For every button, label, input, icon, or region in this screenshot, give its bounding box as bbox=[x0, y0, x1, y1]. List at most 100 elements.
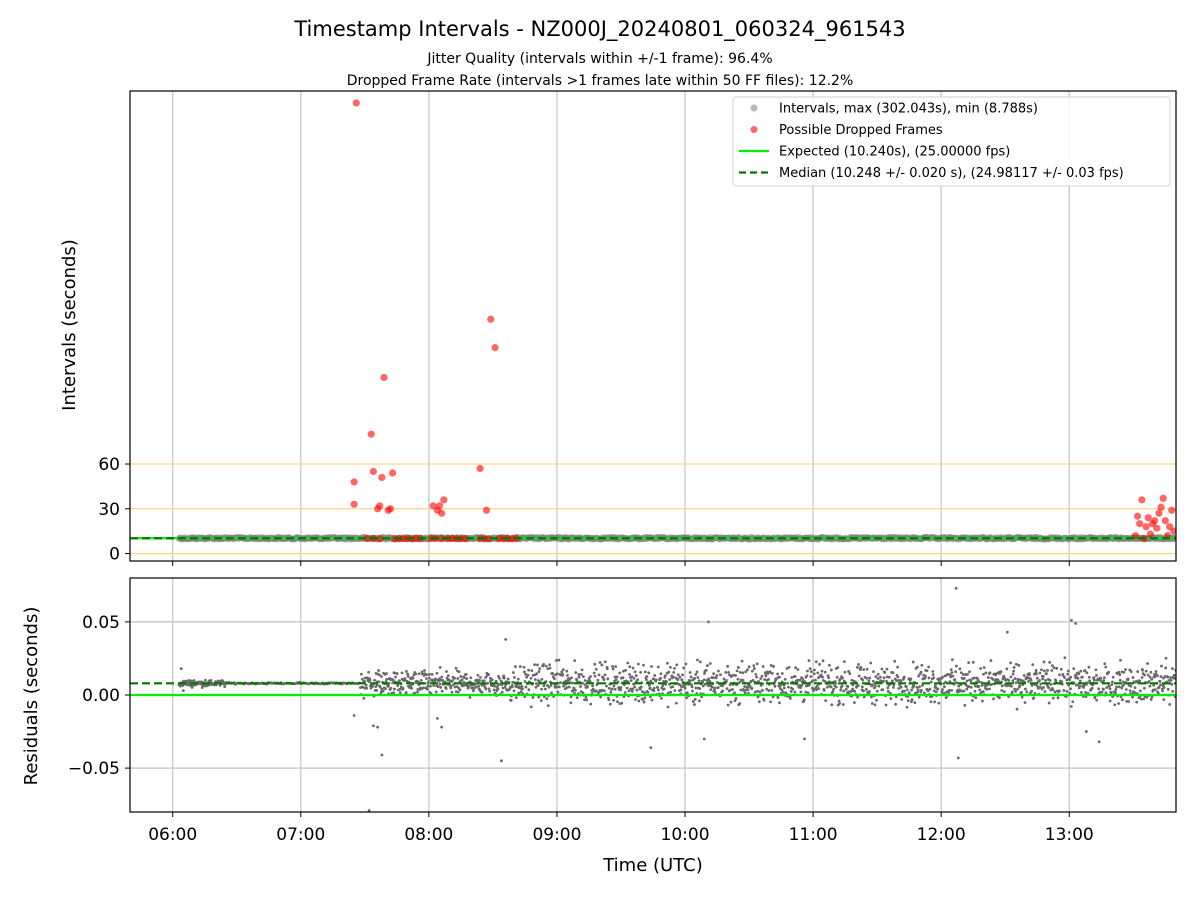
residual-point bbox=[862, 689, 865, 693]
residual-point bbox=[450, 690, 454, 694]
residual-point bbox=[886, 689, 890, 693]
residual-point bbox=[656, 685, 659, 689]
residual-point bbox=[511, 680, 515, 684]
residual-point bbox=[921, 683, 924, 687]
residual-point bbox=[1149, 670, 1153, 674]
residual-point bbox=[1031, 663, 1035, 667]
residual-point bbox=[711, 676, 715, 680]
residual-point bbox=[719, 673, 722, 677]
residual-point bbox=[637, 699, 641, 703]
residual-point bbox=[506, 677, 510, 681]
residual-point bbox=[861, 678, 865, 682]
residual-point bbox=[767, 689, 771, 692]
residual-point bbox=[650, 665, 653, 668]
residual-point bbox=[903, 689, 906, 693]
residual-point bbox=[673, 666, 676, 670]
residual-point bbox=[880, 667, 884, 671]
residual-point bbox=[502, 676, 506, 680]
residual-point bbox=[716, 686, 720, 689]
residual-point bbox=[838, 677, 842, 681]
dropped-frame-point bbox=[476, 464, 484, 473]
residual-point bbox=[1038, 685, 1042, 689]
residual-point bbox=[1157, 685, 1161, 689]
bottom-y-axis-label: Residuals (seconds) bbox=[21, 607, 42, 786]
residual-point bbox=[1063, 656, 1067, 660]
residual-point bbox=[607, 686, 611, 690]
residual-point bbox=[1145, 695, 1149, 699]
residual-point bbox=[813, 668, 816, 672]
residual-point bbox=[625, 686, 629, 690]
residual-point bbox=[693, 697, 697, 701]
residual-point bbox=[860, 685, 864, 689]
residual-point bbox=[846, 685, 850, 688]
residual-point bbox=[1050, 669, 1054, 672]
dropped-frame-point bbox=[461, 535, 469, 543]
residual-point bbox=[809, 670, 813, 674]
residual-point bbox=[778, 701, 781, 705]
residual-point bbox=[1059, 667, 1063, 671]
residual-point bbox=[438, 665, 442, 669]
residual-point bbox=[905, 705, 909, 709]
residual-point bbox=[1047, 701, 1051, 705]
residual-point bbox=[556, 690, 560, 694]
residual-point bbox=[849, 690, 853, 693]
residual-point bbox=[1159, 675, 1163, 678]
residual-point bbox=[642, 700, 646, 704]
residual-point bbox=[927, 665, 930, 669]
residual-point bbox=[1057, 689, 1061, 693]
residual-point bbox=[661, 684, 665, 688]
residual-point bbox=[856, 695, 860, 699]
x-tick-label: 06:00 bbox=[148, 825, 197, 845]
residual-point bbox=[1148, 675, 1152, 679]
residual-point bbox=[1029, 678, 1033, 682]
residual-point bbox=[543, 687, 547, 691]
residual-point bbox=[839, 688, 843, 692]
residual-point bbox=[444, 687, 448, 691]
residual-point bbox=[733, 691, 736, 695]
residual-point bbox=[536, 684, 540, 687]
residual-point bbox=[1115, 685, 1118, 689]
residual-point bbox=[642, 663, 645, 667]
residual-point bbox=[1166, 675, 1170, 679]
residual-point bbox=[848, 672, 852, 676]
residual-point bbox=[628, 665, 632, 669]
residual-point bbox=[932, 676, 936, 680]
residual-point bbox=[977, 680, 981, 684]
residual-outlier-point bbox=[440, 725, 444, 729]
residual-point bbox=[498, 676, 501, 680]
residual-point bbox=[594, 689, 598, 693]
residual-point bbox=[652, 686, 656, 690]
residual-point bbox=[1032, 696, 1036, 700]
dropped-frame-point bbox=[386, 505, 395, 513]
residual-point bbox=[780, 672, 784, 675]
residual-point bbox=[1159, 683, 1162, 687]
residual-point bbox=[929, 680, 933, 684]
residual-point bbox=[546, 704, 550, 708]
residual-point bbox=[1080, 690, 1083, 694]
residual-point bbox=[887, 675, 891, 679]
residual-outlier-point bbox=[956, 756, 960, 760]
residual-outlier-point bbox=[1084, 730, 1088, 733]
residual-point bbox=[1095, 698, 1099, 702]
residual-point bbox=[1016, 679, 1020, 683]
residual-point bbox=[1012, 666, 1016, 669]
residual-point bbox=[438, 677, 442, 681]
residual-point bbox=[531, 673, 535, 677]
residual-point bbox=[1143, 673, 1146, 677]
residual-point bbox=[772, 665, 775, 668]
residual-point bbox=[572, 686, 576, 690]
residual-point bbox=[1022, 674, 1026, 677]
residual-point bbox=[847, 670, 850, 673]
residual-point bbox=[649, 679, 653, 683]
residual-point bbox=[468, 696, 472, 699]
residual-point bbox=[731, 688, 734, 691]
residual-point bbox=[958, 667, 962, 671]
residual-point bbox=[934, 684, 937, 688]
residual-point bbox=[580, 668, 584, 672]
residual-point bbox=[555, 685, 559, 689]
residual-point bbox=[984, 671, 988, 675]
residual-point bbox=[771, 695, 775, 699]
residual-point bbox=[1018, 684, 1022, 688]
residual-point bbox=[1038, 671, 1042, 675]
residual-point bbox=[1035, 672, 1038, 676]
